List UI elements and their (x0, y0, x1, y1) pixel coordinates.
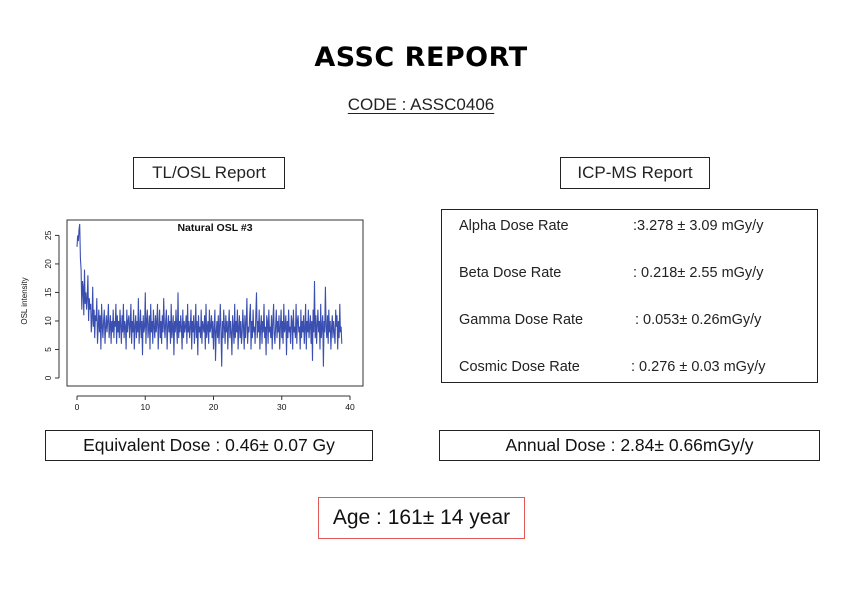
y-tick-label: 10 (43, 316, 53, 326)
icp-row-beta: Beta Dose Rate : 0.218± 2.55 mGy/y (442, 265, 817, 285)
x-tick-label: 20 (209, 402, 219, 412)
chart-frame (66, 219, 364, 387)
annual-dose-box: Annual Dose : 2.84± 0.66mGy/y (439, 430, 820, 461)
tl-osl-report-label: TL/OSL Report (133, 157, 285, 189)
y-tick-label: 15 (43, 287, 53, 297)
age-result-box: Age : 161± 14 year (318, 497, 525, 539)
icp-row-name: Gamma Dose Rate (459, 312, 584, 328)
y-tick-label: 0 (43, 375, 53, 380)
icp-row-name: Cosmic Dose Rate (459, 359, 580, 375)
icp-row-gamma: Gamma Dose Rate : 0.053± 0.26mGy/y (442, 312, 817, 332)
osl-chart: Natural OSL #3 OSL intensity 0 10 20 30 40 0… (20, 219, 364, 412)
icp-row-value: : 0.276 ± 0.03 mGy/y (631, 359, 766, 375)
icp-ms-report-label: ICP-MS Report (560, 157, 710, 189)
icp-row-value: : 0.218± 2.55 mGy/y (633, 265, 764, 281)
report-code-text: CODE : ASSC0406 (347, 95, 495, 114)
icp-row-name: Beta Dose Rate (459, 265, 562, 281)
icp-ms-table: Alpha Dose Rate :3.278 ± 3.09 mGy/y Beta… (441, 209, 818, 383)
icp-row-alpha: Alpha Dose Rate :3.278 ± 3.09 mGy/y (442, 218, 817, 238)
y-tick-label: 25 (43, 230, 53, 240)
icp-row-cosmic: Cosmic Dose Rate : 0.276 ± 0.03 mGy/y (442, 359, 817, 379)
chart-ylabel: OSL intensity (20, 277, 29, 324)
x-tick-label: 10 (141, 402, 151, 412)
chart-title: Natural OSL #3 (177, 222, 252, 234)
icp-row-value: :3.278 ± 3.09 mGy/y (633, 218, 764, 234)
y-tick-label: 20 (43, 259, 53, 269)
icp-row-value: : 0.053± 0.26mGy/y (635, 312, 762, 328)
x-tick-label: 0 (75, 402, 80, 412)
chart-series-line (76, 223, 343, 367)
icp-row-name: Alpha Dose Rate (459, 218, 569, 234)
report-code: CODE : ASSC0406 (0, 95, 842, 115)
x-tick-label: 40 (345, 402, 355, 412)
chart-y-axis: 0 5 10 15 20 25 (43, 230, 60, 380)
report-title: ASSC REPORT (314, 42, 528, 73)
y-tick-label: 5 (43, 347, 53, 352)
chart-x-axis: 0 10 20 30 40 (75, 395, 355, 412)
x-tick-label: 30 (277, 402, 287, 412)
equivalent-dose-box: Equivalent Dose : 0.46± 0.07 Gy (45, 430, 373, 461)
